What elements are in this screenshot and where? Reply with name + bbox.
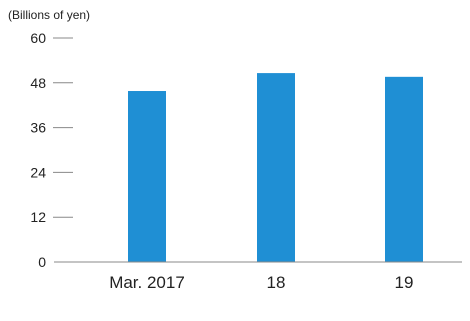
y-tick-label: 60 [30,30,46,46]
y-tick-label: 36 [30,120,46,136]
unit-label: (Billions of yen) [8,8,90,22]
y-tick-label: 48 [30,75,46,91]
y-tick-label: 24 [30,164,46,180]
y-tick-label: 12 [30,209,46,225]
x-tick-label: 18 [267,273,286,292]
bar [257,73,295,263]
bars [128,73,423,263]
bar [128,91,166,262]
x-axis-labels: Mar. 2017 18 19 [109,273,413,292]
bar [385,76,423,263]
x-tick-label: Mar. 2017 [109,273,185,292]
y-tick-label: 0 [38,254,46,270]
y-axis: 0 12 24 36 48 60 [30,30,73,270]
x-tick-label: 19 [395,273,414,292]
